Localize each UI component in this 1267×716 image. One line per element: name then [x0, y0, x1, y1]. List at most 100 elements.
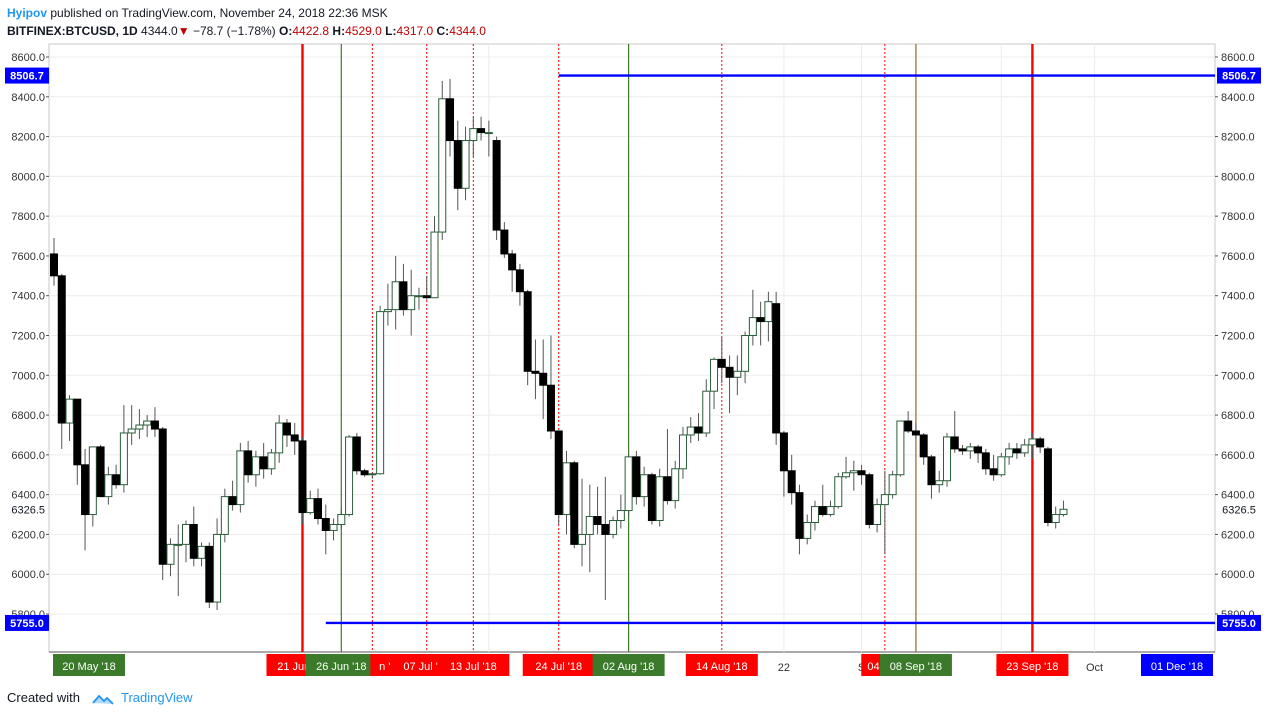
- tradingview-logo-icon: [91, 694, 114, 705]
- candle-down: [81, 464, 90, 516]
- date-label-bg: [592, 654, 665, 676]
- price-label-left: 8506.7: [10, 71, 44, 83]
- date-label: 13 Jul '18: [450, 661, 497, 673]
- candle-down: [1043, 448, 1052, 523]
- candle-down: [112, 474, 121, 486]
- candle-up: [345, 436, 354, 516]
- candle-down: [500, 229, 509, 255]
- price-label-right: 5755.0: [1222, 618, 1256, 630]
- price-label-left: 5755.0: [10, 618, 44, 630]
- candle-down: [50, 253, 58, 277]
- y-tick-label-left: 7600.0: [11, 251, 45, 263]
- date-label-bg: [685, 654, 758, 676]
- candle-up: [251, 456, 260, 476]
- date-label-bg: [437, 654, 510, 676]
- candle-up: [609, 520, 618, 535]
- y-tick-label-right: 7600.0: [1221, 251, 1255, 263]
- candle-down: [477, 128, 486, 134]
- close-value: 4344.0: [449, 24, 486, 38]
- candle-down: [352, 436, 361, 472]
- y-tick-label-right: 6800.0: [1221, 410, 1255, 422]
- y-tick-label-right: 8600.0: [1221, 52, 1255, 64]
- candle-up: [383, 309, 392, 313]
- candle-down: [663, 476, 672, 502]
- candle-down: [399, 281, 408, 311]
- current-price-right: 6326.5: [1222, 504, 1256, 516]
- y-tick-label-left: 7800.0: [11, 211, 45, 223]
- candle-up: [880, 494, 889, 506]
- candle-down: [865, 474, 874, 525]
- open-label: O:: [279, 24, 293, 38]
- published-text: published on TradingView.com, November 2…: [50, 6, 388, 20]
- y-tick-label-left: 8600.0: [11, 52, 45, 64]
- candle-up: [174, 543, 183, 546]
- candle-down: [531, 370, 540, 374]
- candle-up: [686, 426, 695, 436]
- candle-up: [267, 452, 276, 470]
- y-tick-label-left: 8000.0: [11, 171, 45, 183]
- candle-up: [143, 420, 152, 426]
- candle-down: [989, 468, 998, 476]
- candle-down: [857, 470, 866, 476]
- candle-down: [904, 420, 913, 432]
- tradingview-link[interactable]: TradingView: [121, 690, 193, 705]
- candle-up: [640, 474, 649, 498]
- candle-down: [911, 430, 920, 436]
- candle-up: [671, 468, 680, 502]
- candle-up: [810, 506, 819, 523]
- candle-down: [756, 317, 765, 323]
- candle-down: [981, 452, 990, 470]
- date-label: 14 Aug '18: [696, 661, 748, 673]
- candle-down: [546, 384, 555, 432]
- candle-down: [1036, 438, 1045, 448]
- candle-down: [958, 448, 967, 452]
- y-tick-label-right: 8400.0: [1221, 92, 1255, 104]
- candle-up: [764, 301, 773, 323]
- candle-down: [57, 275, 66, 424]
- candle-up: [414, 295, 423, 298]
- candle-down: [150, 420, 159, 430]
- candle-down: [158, 428, 167, 565]
- current-price-left: 6326.5: [11, 504, 45, 516]
- author-link[interactable]: Hyipov: [7, 6, 48, 20]
- y-tick-label-right: 7400.0: [1221, 291, 1255, 303]
- candle-down: [787, 470, 796, 494]
- chart-header: Hyipov published on TradingView.com, Nov…: [7, 4, 486, 40]
- candle-down: [244, 450, 253, 476]
- candle-down: [282, 422, 291, 436]
- date-label: 08 Sep '18: [890, 661, 942, 673]
- y-tick-label-left: 8200.0: [11, 132, 45, 144]
- candle-down: [453, 140, 462, 189]
- candle-down: [290, 434, 299, 442]
- date-label: 23 Sep '18: [1006, 661, 1058, 673]
- candle-down: [228, 496, 237, 506]
- candle-up: [376, 311, 385, 475]
- candle-down: [360, 470, 369, 476]
- close-label: C:: [436, 24, 450, 38]
- candle-up: [407, 295, 416, 311]
- candle-down: [974, 446, 983, 454]
- candle-up: [88, 446, 97, 516]
- candle-down: [314, 498, 323, 520]
- low-label: L:: [385, 24, 397, 38]
- candle-down: [492, 140, 501, 231]
- y-tick-label-right: 7200.0: [1221, 331, 1255, 343]
- candle-down: [818, 506, 827, 516]
- y-tick-label-left: 7200.0: [11, 331, 45, 343]
- candle-up: [562, 462, 571, 516]
- candle-up: [710, 358, 719, 392]
- candle-down: [694, 426, 703, 434]
- y-tick-label-right: 6200.0: [1221, 529, 1255, 541]
- candle-up: [616, 510, 625, 522]
- plot-area: [48, 43, 1216, 653]
- y-tick-label-left: 6400.0: [11, 490, 45, 502]
- candle-down: [73, 398, 82, 466]
- date-label-bg: [522, 654, 595, 676]
- candle-down: [96, 446, 105, 498]
- date-label: 02 Aug '18: [603, 661, 655, 673]
- y-tick-label-right: 6600.0: [1221, 450, 1255, 462]
- candle-up: [942, 436, 951, 482]
- candle-down: [725, 366, 734, 378]
- open-value: 4422.8: [292, 24, 330, 38]
